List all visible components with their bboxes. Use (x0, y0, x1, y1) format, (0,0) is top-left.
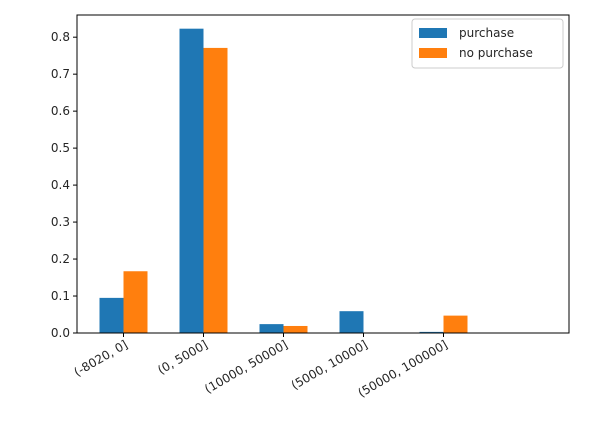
bar-no-purchase-2 (283, 325, 308, 333)
bar-purchase-3 (339, 311, 364, 333)
bar-purchase-2 (259, 324, 284, 333)
y-tick-label: 0.3 (51, 215, 70, 229)
bar-purchase-4 (419, 331, 444, 333)
bar-no-purchase-1 (203, 47, 228, 333)
y-tick-label: 0.7 (51, 67, 70, 81)
bar-purchase-0 (99, 297, 124, 333)
legend: purchase no purchase (411, 18, 564, 69)
legend-swatch-purchase (419, 28, 447, 38)
legend-swatch-no-purchase (419, 48, 447, 58)
y-tick-label: 0.0 (51, 326, 70, 340)
y-tick-label: 0.2 (51, 252, 70, 266)
ticks-layer: 0.0 0.1 0.2 0.3 0.4 0.5 0.6 0.7 0.8 (-8020, 0] (0,… (51, 30, 450, 400)
x-tick-label: (0, 5000] (155, 337, 210, 377)
y-tick-label: 0.5 (51, 141, 70, 155)
x-tick-label: (5000, 10000] (289, 337, 370, 392)
y-tick-label: 0.6 (51, 104, 70, 118)
legend-label-purchase: purchase (459, 26, 514, 40)
plot-frame (76, 14, 570, 334)
axes-layer (76, 14, 570, 334)
bar-purchase-1 (179, 28, 204, 333)
legend-label-no-purchase: no purchase (459, 46, 533, 60)
bar-no-purchase-4 (443, 315, 468, 333)
x-tick-label: (-8020, 0] (71, 337, 130, 379)
y-tick-label: 0.4 (51, 178, 70, 192)
bar-no-purchase-0 (123, 271, 148, 333)
x-tick-label: (50000, 100000] (356, 337, 450, 400)
y-tick-label: 0.1 (51, 289, 70, 303)
bars-layer (99, 28, 468, 333)
y-tick-label: 0.8 (51, 30, 70, 44)
legend-box (411, 18, 564, 69)
x-tick-label: (10000, 50000] (202, 337, 290, 396)
